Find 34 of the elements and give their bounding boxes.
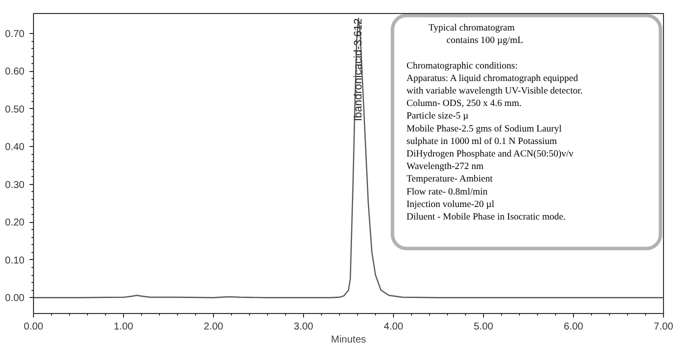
annotation: Apparatus: A liquid chromatograph equipped (406, 74, 578, 84)
x-tick-label: 7.00 (654, 322, 674, 332)
y-tick-label: 0.60 (5, 66, 25, 78)
y-tick-label: 0.10 (5, 255, 25, 266)
y-tick-label: 0.20 (5, 218, 25, 229)
annotation: Injection volume-20 µl (406, 200, 495, 210)
annotation: Flow rate- 0.8ml/min (406, 187, 488, 198)
annotation: Wavelength-272 nm (406, 162, 484, 172)
x-tick-label: 6.00 (564, 322, 584, 332)
y-tick-label: 0.50 (5, 104, 25, 116)
y-tick-label: 0.70 (5, 29, 25, 40)
annotation: Diluent - Mobile Phase in Isocratic mode. (406, 212, 566, 222)
annotation: contains 100 µg/mL (446, 36, 524, 46)
y-tick-label: 0.00 (5, 293, 25, 304)
annotation: sulphate in 1000 ml of 0.1 N Potassium (406, 136, 558, 147)
annotation: Particle size-5 µ (406, 112, 469, 122)
y-tick-label: 0.30 (5, 180, 25, 191)
annotation: Column- ODS, 250 x 4.6 mm. (406, 99, 522, 110)
y-tick-label: 0.40 (5, 142, 25, 154)
annotation: Ibandronicacid-3.612 (352, 18, 365, 122)
annotation: DiHydrogen Phosphate and ACN(50:50)v/v (406, 150, 574, 160)
annotation: Mobile Phase-2.5 gms of Sodium Lauryl (406, 124, 562, 134)
annotation: Temperature- Ambient (406, 174, 493, 185)
annotation: Typical chromatogram (428, 24, 516, 34)
x-tick-label: 4.00 (384, 322, 404, 332)
x-tick-label: 5.00 (474, 322, 494, 332)
annotation: with variable wavelength UV-Visible detector. (406, 86, 583, 96)
x-tick-label: 1.00 (114, 322, 134, 332)
x-tick-label: 0.00 (24, 322, 44, 332)
x-tick-label: 3.00 (294, 322, 314, 332)
x-axis-title: Minutes (330, 334, 366, 346)
annotation: Chromatographic conditions: (406, 61, 518, 72)
x-tick-label: 2.00 (204, 322, 224, 332)
line-series (34, 18, 664, 298)
